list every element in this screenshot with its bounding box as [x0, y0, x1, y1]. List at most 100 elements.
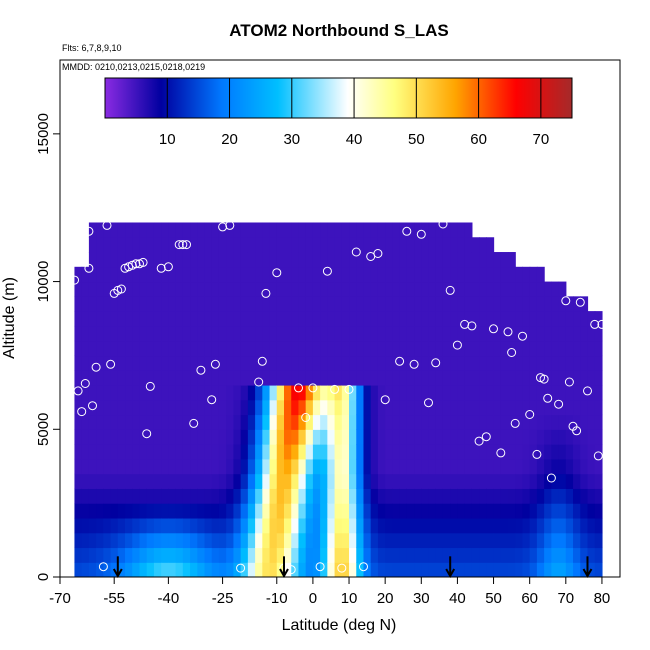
heatmap-cell [442, 370, 451, 386]
heatmap-cell [146, 429, 155, 445]
heatmap-cell [161, 473, 169, 489]
sample-point [156, 263, 166, 273]
heatmap-cell [558, 281, 567, 297]
heatmap-cell [291, 473, 300, 489]
heatmap-cell [471, 340, 480, 357]
sample-point [351, 247, 361, 257]
heatmap-cell [211, 414, 220, 430]
heatmap-cell [197, 532, 206, 549]
heatmap-cell [580, 325, 589, 342]
heatmap-cell [284, 325, 292, 342]
heatmap-cell [96, 222, 104, 238]
sample-point [88, 401, 97, 411]
heatmap-cell [377, 222, 386, 238]
sample-point [496, 448, 506, 458]
heatmap-cell [182, 370, 191, 386]
heatmap-cell [168, 266, 177, 283]
heatmap-cell [291, 429, 300, 445]
heatmap-cell [594, 517, 603, 534]
heatmap-cell [284, 266, 292, 283]
sample-point [77, 407, 87, 417]
heatmap-cell [96, 296, 104, 312]
heatmap-cell [551, 384, 560, 401]
heatmap-cell [594, 547, 603, 563]
heatmap-cell [74, 532, 83, 549]
heatmap-cell [341, 547, 350, 563]
heatmap-cell [399, 488, 408, 504]
heatmap-cell [370, 340, 379, 357]
heatmap-cell [551, 325, 560, 342]
heatmap-cell [139, 547, 148, 563]
heatmap-cell [406, 325, 415, 342]
sample-point [131, 259, 141, 269]
heatmap-cell [88, 444, 97, 460]
heatmap-cell [558, 370, 567, 386]
heatmap-cell [349, 503, 357, 519]
heatmap-cell [161, 547, 169, 563]
heatmap-cell [81, 547, 90, 563]
heatmap-cell [291, 325, 300, 342]
heatmap-cell [334, 355, 343, 371]
heatmap-cell [233, 311, 242, 327]
heatmap-cell [435, 547, 444, 563]
heatmap-cell [421, 532, 430, 549]
heatmap-cell [175, 414, 184, 430]
heatmap-cell [240, 414, 249, 430]
heatmap-cell [399, 562, 408, 577]
heatmap-cell [103, 473, 112, 489]
heatmap-cell [305, 503, 314, 519]
heatmap-cell [529, 532, 538, 549]
heatmap-cell [370, 252, 379, 268]
colorbar [104, 77, 573, 119]
heatmap-cell [312, 340, 321, 357]
heatmap-cell [327, 370, 336, 386]
heatmap-cell [110, 266, 119, 283]
heatmap-cell [370, 325, 379, 342]
heatmap-cell [146, 296, 155, 312]
heatmap-cell [103, 562, 112, 577]
heatmap-cell [414, 517, 422, 534]
heatmap-cell [370, 458, 379, 475]
heatmap-cell [558, 355, 567, 371]
heatmap-cell [88, 370, 97, 386]
heatmap-cell [139, 503, 148, 519]
heatmap-cell [529, 266, 538, 283]
flights-label: Flts: 6,7,8,9,10 [62, 43, 122, 53]
heatmap-cell [153, 311, 162, 327]
heatmap-cell [175, 384, 184, 401]
heatmap-cell [493, 503, 502, 519]
heatmap-cell [182, 325, 191, 342]
heatmap-cell [349, 414, 357, 430]
heatmap-cell [182, 429, 191, 445]
heatmap-cell [435, 222, 444, 238]
heatmap-cell [356, 458, 365, 475]
sample-point [438, 219, 448, 229]
heatmap-cell [464, 384, 473, 401]
heatmap-cell [544, 547, 552, 563]
heatmap-cell [464, 311, 473, 327]
heatmap-cell [255, 325, 263, 342]
heatmap-cell [558, 340, 567, 357]
heatmap-cell [587, 340, 596, 357]
heatmap-cell [284, 444, 292, 460]
heatmap-cell [218, 252, 227, 268]
sample-point [254, 377, 264, 387]
heatmap-cell [284, 355, 292, 371]
heatmap-cell [204, 325, 213, 342]
heatmap-cell [146, 370, 155, 386]
heatmap-cell [392, 311, 401, 327]
heatmap-cell [334, 473, 343, 489]
heatmap-cell [312, 532, 321, 549]
heatmap-cell [204, 532, 213, 549]
heatmap-cell [414, 252, 422, 268]
heatmap-cell [132, 562, 141, 577]
heatmap-cell [486, 370, 495, 386]
heatmap-cell [312, 296, 321, 312]
heatmap-cell [587, 488, 596, 504]
heatmap-cell [132, 503, 141, 519]
heatmap-cell [298, 517, 307, 534]
heatmap-cell [312, 503, 321, 519]
heatmap-cell [522, 562, 531, 577]
heatmap-cell [479, 458, 487, 475]
colorbar-ticks: 10 20 30 40 50 60 70 [159, 78, 549, 148]
